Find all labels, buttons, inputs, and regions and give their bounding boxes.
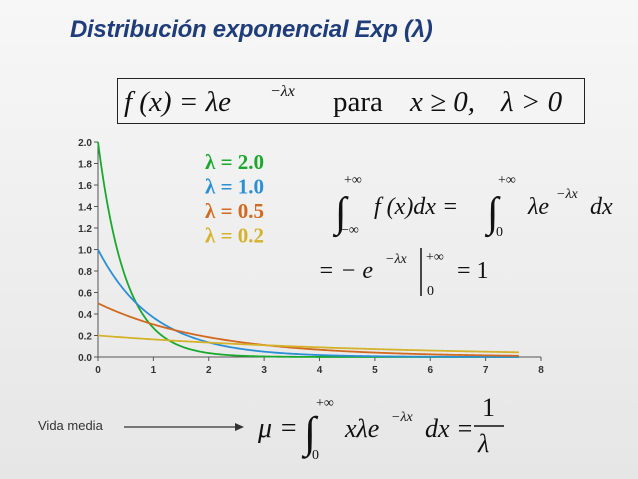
- eval-result: = 1: [457, 258, 489, 284]
- y-tick-label: 1.6: [78, 181, 92, 192]
- mean-frac-num: 1: [482, 393, 495, 422]
- y-tick-label: 1.0: [78, 246, 92, 257]
- x-tick-label: 5: [372, 365, 378, 376]
- series-line-lambda-0-2: [97, 334, 519, 354]
- x-tick-label: 6: [427, 365, 433, 376]
- eval-line-body: = − e: [318, 258, 373, 284]
- x-tick-label: 0: [95, 365, 101, 376]
- x-tick-labels: 0 1 2 3 4 5 6 7 8: [95, 365, 544, 376]
- integral-sign-left: ∫: [332, 190, 349, 238]
- integral-right-exponent: −λx: [556, 187, 579, 202]
- mean-integral-sign: ∫: [301, 408, 319, 459]
- y-tick-label: 0.0: [78, 353, 92, 364]
- chart-axes: [94, 141, 542, 361]
- exponential-chart: 0.0 0.2 0.4 0.6 0.8 1.0 1.2 1.4 1.6 1.8 2.0 0 1 2 3 4 5…: [78, 138, 544, 376]
- integral-sign-right: ∫: [484, 190, 501, 238]
- x-tick-label: 1: [151, 365, 157, 376]
- arrow-icon: [235, 423, 244, 431]
- vida-media-label: Vida media: [38, 418, 103, 433]
- x-tick-label: 3: [261, 365, 267, 376]
- pdf-cond2: λ > 0: [500, 86, 563, 118]
- mean-exponent: −λx: [391, 410, 414, 425]
- integral-upper-left: +∞: [344, 173, 362, 188]
- legend-item-lambda-2: λ = 2.0: [205, 150, 264, 174]
- eval-lower: 0: [427, 284, 434, 299]
- pdf-exponent: −λx: [270, 83, 295, 100]
- integral-left-body: f (x)dx =: [374, 194, 458, 220]
- mean-section: μ = ∫ +∞ 0 xλe −λx dx = 1 λ: [124, 393, 504, 463]
- integral-formula: ∫ +∞ −∞ f (x)dx = ∫ +∞ 0 λe −λx dx = − e…: [318, 173, 613, 299]
- mean-upper: +∞: [316, 396, 334, 411]
- eval-line-exponent: −λx: [385, 252, 408, 267]
- eval-upper: +∞: [426, 250, 444, 265]
- series-line-lambda-0-5: [97, 302, 519, 357]
- x-tick-label: 4: [317, 365, 323, 376]
- mean-frac-den: λ: [477, 429, 489, 458]
- legend-item-lambda-0-2: λ = 0.2: [205, 224, 264, 248]
- pdf-para: para: [333, 86, 383, 118]
- slide-title: Distribución exponencial Exp (λ): [70, 16, 433, 43]
- y-tick-labels: 0.0 0.2 0.4 0.6 0.8 1.0 1.2 1.4 1.6 1.8 2.0: [78, 138, 92, 364]
- integral-right-body-a: λe: [527, 194, 549, 220]
- series-line-lambda-1: [97, 249, 519, 358]
- y-tick-label: 0.2: [78, 332, 92, 343]
- x-tick-label: 2: [206, 365, 212, 376]
- integral-upper-right: +∞: [498, 173, 516, 188]
- integral-lower-right: 0: [496, 225, 503, 240]
- pdf-formula-box: [117, 78, 585, 124]
- x-tick-label: 8: [538, 365, 544, 376]
- y-tick-label: 0.6: [78, 289, 92, 300]
- y-tick-label: 0.8: [78, 267, 92, 278]
- y-tick-label: 2.0: [78, 138, 92, 149]
- pdf-cond1: x ≥ 0,: [409, 86, 475, 118]
- mean-body-a: xλe: [344, 414, 379, 443]
- pdf-formula: f (x) = λe −λx para x ≥ 0, λ > 0: [124, 83, 563, 118]
- x-tick-label: 7: [483, 365, 489, 376]
- mean-lower: 0: [312, 448, 319, 463]
- series-line-lambda-2: [97, 141, 519, 358]
- y-tick-label: 0.4: [78, 310, 92, 321]
- legend-item-lambda-1: λ = 1.0: [205, 175, 264, 199]
- legend-item-lambda-0-5: λ = 0.5: [205, 199, 264, 223]
- y-tick-label: 1.4: [78, 203, 92, 214]
- y-tick-label: 1.2: [78, 224, 92, 235]
- mean-mu: μ =: [257, 413, 298, 444]
- chart-legend: λ = 2.0λ = 1.0λ = 0.5λ = 0.2: [205, 150, 264, 248]
- integral-lower-left: −∞: [341, 223, 359, 238]
- mean-body-b: dx =: [425, 414, 474, 443]
- pdf-lhs: f (x) = λe: [124, 86, 231, 118]
- y-tick-label: 1.8: [78, 160, 92, 171]
- chart-series: [97, 141, 519, 358]
- integral-right-body-b: dx: [590, 194, 613, 220]
